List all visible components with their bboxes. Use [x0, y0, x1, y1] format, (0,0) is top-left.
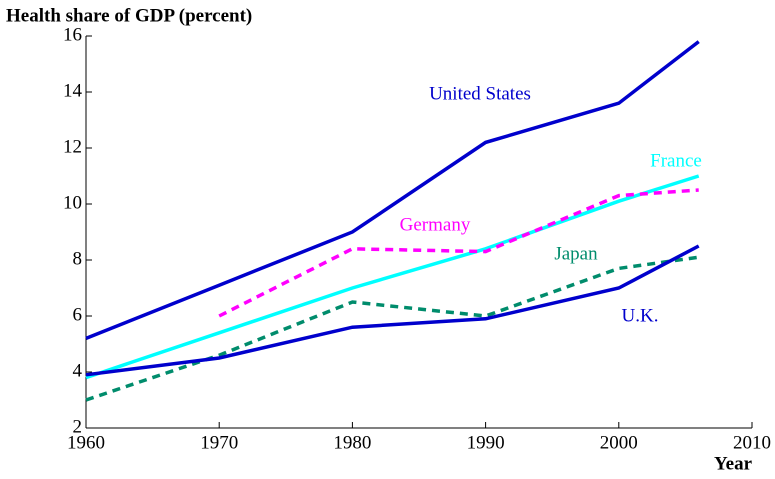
y-tick-label: 4 — [73, 360, 83, 381]
series-line — [85, 244, 700, 377]
series-line — [218, 188, 699, 318]
y-tick-label: 2 — [73, 416, 83, 437]
x-tick-label: 1960 — [67, 432, 105, 453]
y-tick-label: 12 — [63, 136, 82, 157]
y-tick-label: 8 — [73, 248, 83, 269]
x-tick-label: 1970 — [200, 432, 238, 453]
chart-title: Health share of GDP (percent) — [6, 5, 252, 26]
x-tick-label: 2010 — [733, 432, 771, 453]
series-label: United States — [429, 83, 531, 104]
series-line — [85, 255, 699, 402]
x-tick-label: 1990 — [467, 432, 505, 453]
series-line — [85, 40, 700, 341]
x-tick-label: 2000 — [600, 432, 638, 453]
series-label: Germany — [400, 214, 471, 235]
x-tick-label: 1980 — [333, 432, 371, 453]
series-label: France — [650, 150, 702, 171]
y-tick-label: 10 — [63, 192, 82, 213]
x-axis-label: Year — [714, 453, 753, 474]
series-label: Japan — [554, 243, 598, 264]
y-tick-label: 6 — [73, 304, 83, 325]
series-label: U.K. — [622, 305, 659, 326]
y-tick-label: 16 — [63, 24, 82, 45]
y-tick-label: 14 — [63, 80, 83, 101]
series-line — [85, 174, 700, 380]
